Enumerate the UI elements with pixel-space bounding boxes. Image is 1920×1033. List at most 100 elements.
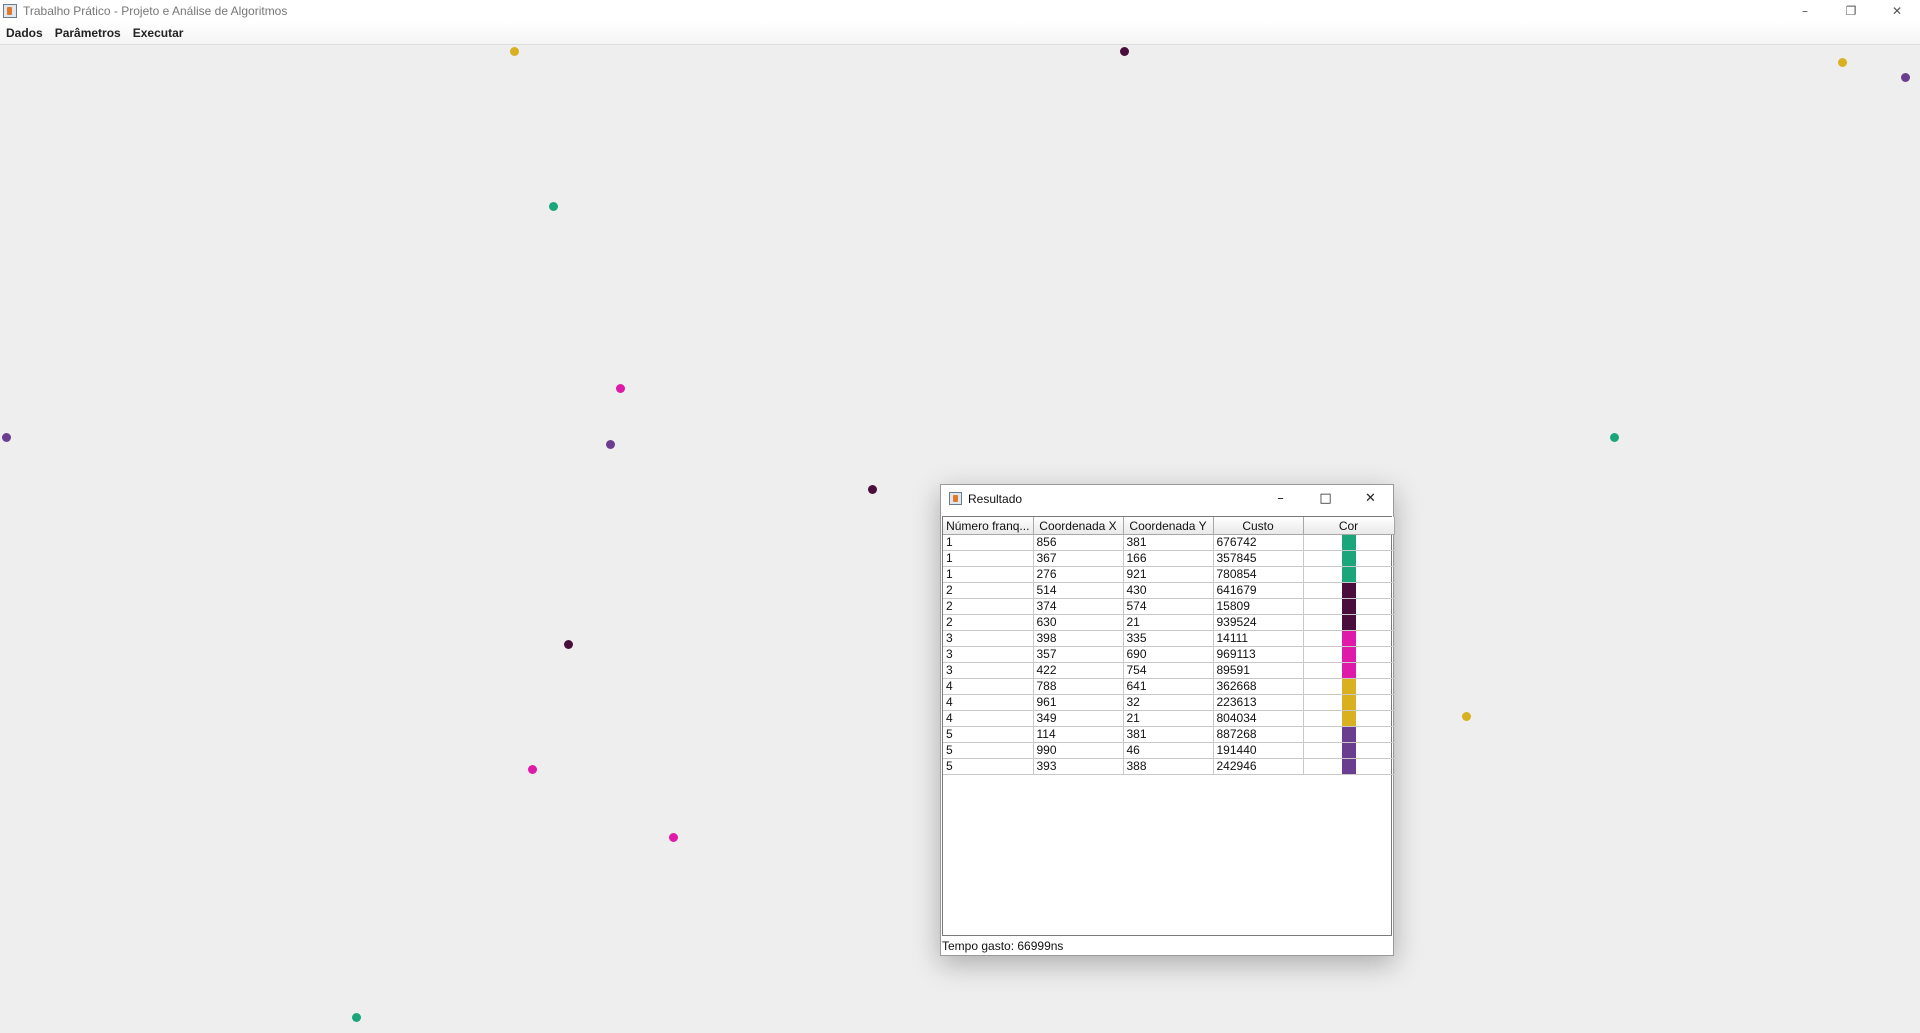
cell-custo[interactable]: 780854 — [1213, 566, 1304, 583]
cell-x[interactable]: 398 — [1033, 630, 1124, 647]
table-row[interactable]: 4 349 21 804034 — [943, 710, 1395, 727]
cell-custo[interactable]: 939524 — [1213, 614, 1304, 631]
cell-cor[interactable] — [1303, 726, 1395, 743]
cell-numero[interactable]: 5 — [943, 726, 1034, 743]
table-row[interactable]: 1 856 381 676742 — [943, 534, 1395, 551]
cell-numero[interactable]: 5 — [943, 758, 1034, 775]
cell-numero[interactable]: 3 — [943, 630, 1034, 647]
cell-numero[interactable]: 2 — [943, 582, 1034, 599]
cell-custo[interactable]: 357845 — [1213, 550, 1304, 567]
dialog-maximize-button[interactable]: □ — [1319, 491, 1332, 506]
cell-numero[interactable]: 3 — [943, 662, 1034, 679]
cell-cor[interactable] — [1303, 550, 1395, 567]
cell-cor[interactable] — [1303, 678, 1395, 695]
cell-y[interactable]: 381 — [1123, 726, 1214, 743]
table-row[interactable]: 5 393 388 242946 — [943, 758, 1395, 775]
column-header-numero[interactable]: Número franq... — [943, 517, 1034, 535]
cell-y[interactable]: 921 — [1123, 566, 1214, 583]
cell-cor[interactable] — [1303, 646, 1395, 663]
cell-cor[interactable] — [1303, 598, 1395, 615]
column-header-x[interactable]: Coordenada X — [1033, 517, 1124, 535]
cell-custo[interactable]: 362668 — [1213, 678, 1304, 695]
table-row[interactable]: 2 630 21 939524 — [943, 614, 1395, 631]
result-table-scroll[interactable]: Número franq... Coordenada X Coordenada … — [942, 516, 1395, 936]
cell-x[interactable]: 990 — [1033, 742, 1124, 759]
cell-custo[interactable]: 641679 — [1213, 582, 1304, 599]
cell-custo[interactable]: 14111 — [1213, 630, 1304, 647]
column-header-custo[interactable]: Custo — [1213, 517, 1304, 535]
cell-numero[interactable]: 1 — [943, 534, 1034, 551]
cell-custo[interactable]: 89591 — [1213, 662, 1304, 679]
cell-cor[interactable] — [1303, 758, 1395, 775]
cell-cor[interactable] — [1303, 710, 1395, 727]
cell-y[interactable]: 754 — [1123, 662, 1214, 679]
table-row[interactable]: 1 276 921 780854 — [943, 566, 1395, 583]
cell-cor[interactable] — [1303, 534, 1395, 551]
cell-y[interactable]: 430 — [1123, 582, 1214, 599]
cell-cor[interactable] — [1303, 662, 1395, 679]
dialog-close-button[interactable]: ✕ — [1365, 491, 1376, 506]
cell-y[interactable]: 166 — [1123, 550, 1214, 567]
cell-numero[interactable]: 3 — [943, 646, 1034, 663]
cell-x[interactable]: 422 — [1033, 662, 1124, 679]
dialog-minimize-button[interactable]: – — [1277, 491, 1284, 506]
cell-y[interactable]: 21 — [1123, 710, 1214, 727]
cell-custo[interactable]: 223613 — [1213, 694, 1304, 711]
cell-numero[interactable]: 2 — [943, 614, 1034, 631]
table-row[interactable]: 1 367 166 357845 — [943, 550, 1395, 567]
table-row[interactable]: 3 357 690 969113 — [943, 646, 1395, 663]
cell-y[interactable]: 335 — [1123, 630, 1214, 647]
cell-numero[interactable]: 1 — [943, 566, 1034, 583]
cell-x[interactable]: 114 — [1033, 726, 1124, 743]
cell-cor[interactable] — [1303, 566, 1395, 583]
cell-y[interactable]: 32 — [1123, 694, 1214, 711]
column-header-cor[interactable]: Cor — [1303, 517, 1395, 535]
cell-cor[interactable] — [1303, 582, 1395, 599]
drawing-canvas[interactable] — [0, 45, 1920, 1033]
cell-numero[interactable]: 2 — [943, 598, 1034, 615]
table-row[interactable]: 3 398 335 14111 — [943, 630, 1395, 647]
cell-custo[interactable]: 887268 — [1213, 726, 1304, 743]
cell-x[interactable]: 514 — [1033, 582, 1124, 599]
minimize-button[interactable]: – — [1802, 4, 1808, 18]
cell-numero[interactable]: 5 — [943, 742, 1034, 759]
cell-x[interactable]: 349 — [1033, 710, 1124, 727]
cell-x[interactable]: 374 — [1033, 598, 1124, 615]
table-row[interactable]: 2 374 574 15809 — [943, 598, 1395, 615]
cell-cor[interactable] — [1303, 742, 1395, 759]
close-button[interactable]: ✕ — [1891, 4, 1903, 18]
cell-y[interactable]: 388 — [1123, 758, 1214, 775]
cell-x[interactable]: 856 — [1033, 534, 1124, 551]
column-header-y[interactable]: Coordenada Y — [1123, 517, 1214, 535]
cell-y[interactable]: 381 — [1123, 534, 1214, 551]
cell-x[interactable]: 276 — [1033, 566, 1124, 583]
cell-numero[interactable]: 1 — [943, 550, 1034, 567]
cell-numero[interactable]: 4 — [943, 678, 1034, 695]
cell-x[interactable]: 630 — [1033, 614, 1124, 631]
cell-x[interactable]: 367 — [1033, 550, 1124, 567]
table-row[interactable]: 5 114 381 887268 — [943, 726, 1395, 743]
cell-x[interactable]: 961 — [1033, 694, 1124, 711]
cell-numero[interactable]: 4 — [943, 694, 1034, 711]
table-row[interactable]: 3 422 754 89591 — [943, 662, 1395, 679]
cell-custo[interactable]: 969113 — [1213, 646, 1304, 663]
cell-x[interactable]: 393 — [1033, 758, 1124, 775]
cell-cor[interactable] — [1303, 614, 1395, 631]
cell-custo[interactable]: 676742 — [1213, 534, 1304, 551]
table-row[interactable]: 4 961 32 223613 — [943, 694, 1395, 711]
cell-custo[interactable]: 191440 — [1213, 742, 1304, 759]
cell-y[interactable]: 641 — [1123, 678, 1214, 695]
cell-custo[interactable]: 242946 — [1213, 758, 1304, 775]
table-row[interactable]: 5 990 46 191440 — [943, 742, 1395, 759]
cell-y[interactable]: 574 — [1123, 598, 1214, 615]
cell-custo[interactable]: 15809 — [1213, 598, 1304, 615]
restore-button[interactable]: ❐ — [1845, 4, 1857, 18]
cell-y[interactable]: 46 — [1123, 742, 1214, 759]
cell-y[interactable]: 690 — [1123, 646, 1214, 663]
menu-parametros[interactable]: Parâmetros — [54, 26, 121, 40]
cell-cor[interactable] — [1303, 630, 1395, 647]
cell-y[interactable]: 21 — [1123, 614, 1214, 631]
cell-x[interactable]: 788 — [1033, 678, 1124, 695]
menu-executar[interactable]: Executar — [132, 26, 184, 40]
cell-cor[interactable] — [1303, 694, 1395, 711]
